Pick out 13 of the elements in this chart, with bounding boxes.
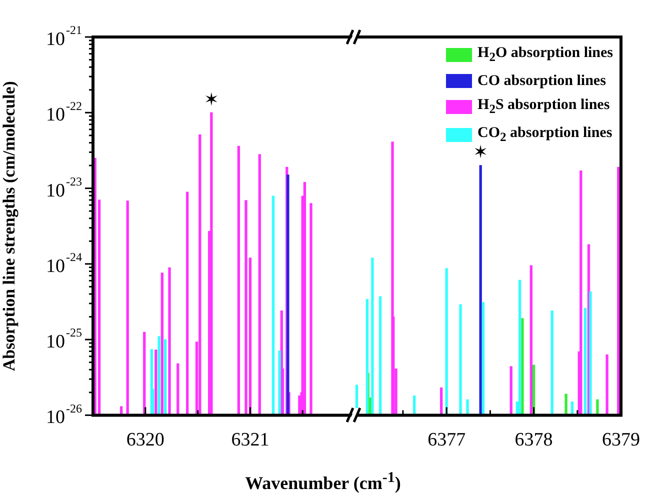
x-tick-label: 6320 (126, 430, 164, 451)
x-tick-label: 6379 (602, 430, 640, 451)
x-tick-label: 6321 (231, 430, 270, 451)
annotation: ✶ (473, 142, 488, 164)
legend-label: CO absorption lines (478, 72, 606, 91)
legend-label: H$_{2}$S absorption lines (478, 96, 610, 118)
legend-label: CO$_{2}$ absorption lines (478, 125, 612, 144)
x-axis-title: Wavenumber (cm$^{-1}$) (244, 470, 402, 494)
legend-label: H$_{2}$O absorption lines (478, 44, 613, 66)
x-tick-label: 6377 (428, 430, 466, 451)
x-tick-label: 6378 (514, 430, 553, 451)
y-axis-title: Absorption line strengths (cm/molecule) (0, 81, 19, 372)
annotation: ✶ (204, 89, 219, 110)
